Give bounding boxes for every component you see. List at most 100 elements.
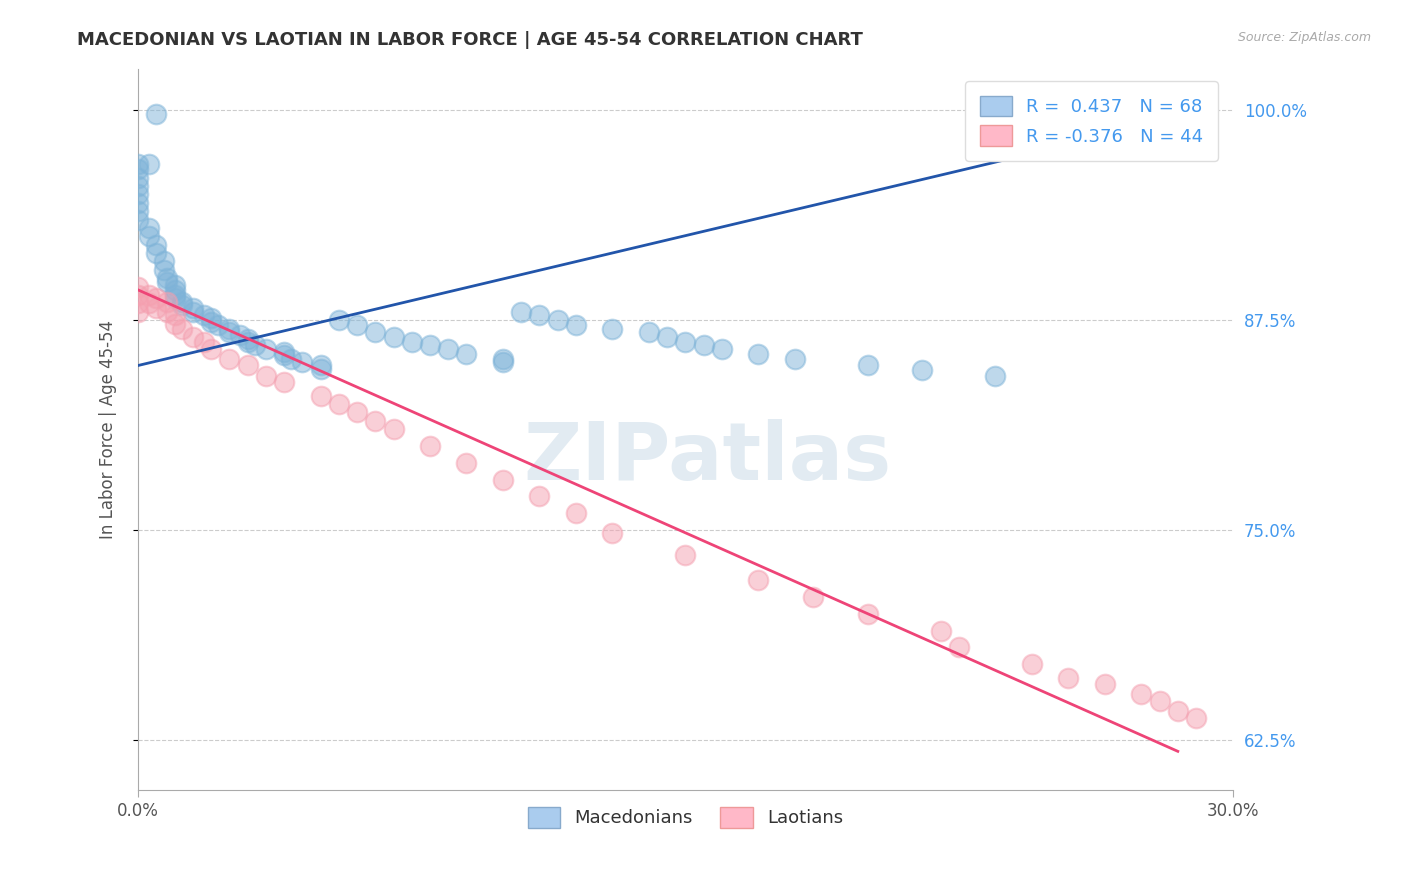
Point	[127, 162, 149, 177]
Point	[273, 348, 295, 362]
Point	[218, 325, 240, 339]
Point	[163, 308, 186, 322]
Point	[655, 330, 678, 344]
Point	[602, 321, 624, 335]
Point	[710, 342, 733, 356]
Point	[382, 422, 405, 436]
Point	[170, 321, 193, 335]
Point	[254, 368, 277, 383]
Point	[127, 288, 149, 302]
Y-axis label: In Labor Force | Age 45-54: In Labor Force | Age 45-54	[100, 319, 117, 539]
Point	[1057, 671, 1080, 685]
Point	[328, 313, 350, 327]
Point	[145, 246, 167, 260]
Point	[456, 456, 478, 470]
Point	[492, 351, 515, 366]
Text: MACEDONIAN VS LAOTIAN IN LABOR FORCE | AGE 45-54 CORRELATION CHART: MACEDONIAN VS LAOTIAN IN LABOR FORCE | A…	[77, 31, 863, 49]
Point	[1167, 704, 1189, 718]
Point	[181, 305, 204, 319]
Point	[291, 355, 314, 369]
Point	[254, 342, 277, 356]
Point	[127, 305, 149, 319]
Point	[138, 157, 160, 171]
Point	[984, 368, 1007, 383]
Point	[747, 573, 769, 587]
Point	[747, 347, 769, 361]
Point	[127, 279, 149, 293]
Point	[948, 640, 970, 655]
Point	[200, 315, 222, 329]
Point	[273, 345, 295, 359]
Point	[138, 220, 160, 235]
Point	[193, 334, 215, 349]
Point	[529, 489, 551, 503]
Point	[437, 342, 460, 356]
Point	[127, 204, 149, 219]
Point	[309, 389, 332, 403]
Point	[127, 195, 149, 210]
Point	[529, 308, 551, 322]
Legend: Macedonians, Laotians: Macedonians, Laotians	[520, 800, 851, 835]
Point	[1021, 657, 1043, 671]
Point	[127, 296, 149, 310]
Point	[565, 318, 588, 333]
Point	[218, 351, 240, 366]
Point	[911, 363, 934, 377]
Point	[127, 157, 149, 171]
Point	[200, 342, 222, 356]
Point	[364, 325, 387, 339]
Point	[218, 321, 240, 335]
Point	[328, 397, 350, 411]
Point	[207, 318, 229, 333]
Point	[547, 313, 569, 327]
Point	[492, 355, 515, 369]
Point	[138, 288, 160, 302]
Point	[152, 254, 174, 268]
Point	[163, 277, 186, 292]
Point	[492, 473, 515, 487]
Point	[801, 590, 824, 604]
Point	[280, 351, 302, 366]
Point	[236, 332, 259, 346]
Point	[145, 291, 167, 305]
Point	[163, 317, 186, 331]
Point	[200, 311, 222, 326]
Point	[673, 334, 696, 349]
Point	[127, 170, 149, 185]
Point	[1094, 677, 1116, 691]
Point	[181, 301, 204, 316]
Point	[401, 334, 423, 349]
Point	[145, 301, 167, 316]
Point	[170, 298, 193, 312]
Point	[127, 187, 149, 202]
Point	[1185, 711, 1208, 725]
Point	[163, 283, 186, 297]
Point	[856, 607, 879, 621]
Text: Source: ZipAtlas.com: Source: ZipAtlas.com	[1237, 31, 1371, 45]
Point	[456, 347, 478, 361]
Point	[783, 351, 806, 366]
Point	[673, 548, 696, 562]
Point	[152, 263, 174, 277]
Point	[156, 271, 179, 285]
Point	[419, 338, 441, 352]
Point	[309, 361, 332, 376]
Point	[156, 294, 179, 309]
Point	[346, 318, 368, 333]
Point	[163, 291, 186, 305]
Point	[156, 275, 179, 289]
Point	[364, 414, 387, 428]
Point	[127, 212, 149, 227]
Point	[273, 376, 295, 390]
Point	[419, 439, 441, 453]
Point	[1149, 694, 1171, 708]
Point	[138, 296, 160, 310]
Point	[229, 328, 252, 343]
Point	[638, 325, 661, 339]
Point	[145, 237, 167, 252]
Point	[602, 526, 624, 541]
Point	[692, 338, 714, 352]
Point	[127, 178, 149, 193]
Point	[856, 359, 879, 373]
Point	[929, 624, 952, 638]
